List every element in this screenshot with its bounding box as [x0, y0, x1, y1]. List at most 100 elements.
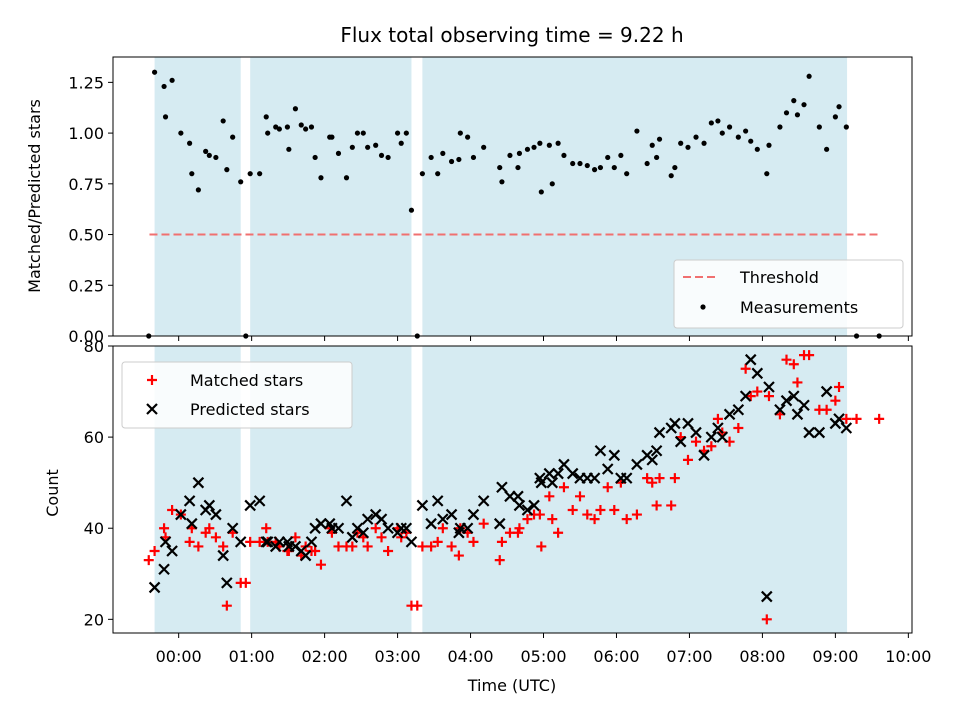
measurement-point — [213, 154, 219, 161]
legend-measurements-swatch — [700, 304, 706, 310]
measurement-point — [408, 207, 415, 213]
matched-star-point — [781, 354, 792, 365]
top-y-tick-label: 0.75 — [68, 175, 104, 194]
matched-star-point — [740, 363, 751, 374]
x-tick-label: 02:00 — [302, 647, 348, 666]
matched-star-point — [184, 536, 195, 547]
matched-star-point — [582, 509, 593, 520]
measurement-point — [715, 118, 721, 124]
measurement-point — [806, 73, 812, 79]
predicted-star-point — [445, 508, 458, 521]
measurement-point — [672, 164, 678, 171]
predicted-star-point — [631, 458, 643, 471]
legend-matched-swatch — [147, 375, 157, 385]
measurement-point — [816, 124, 822, 130]
matched-star-point — [589, 514, 600, 525]
predicted-star-point — [552, 467, 564, 480]
predicted-star-point — [791, 408, 804, 421]
matched-star-point — [733, 423, 744, 433]
measurement-point — [832, 114, 838, 120]
predicted-star-point — [774, 404, 786, 416]
measurement-point — [276, 126, 282, 132]
measurement-point — [719, 130, 725, 136]
matched-star-point — [666, 500, 677, 511]
matched-star-point — [647, 477, 658, 488]
matched-star-point — [788, 359, 799, 370]
top-y-tick-label: 1.00 — [68, 124, 104, 143]
measurement-point — [515, 164, 521, 171]
x-tick-label: 09:00 — [812, 647, 858, 666]
predicted-star-point — [674, 435, 687, 448]
matched-star-point — [547, 514, 558, 525]
predicted-star-point — [620, 472, 633, 484]
measurement-point — [708, 120, 714, 126]
matched-star-point — [651, 500, 662, 511]
predicted-star-point — [148, 581, 161, 594]
predicted-star-point — [739, 390, 752, 402]
predicted-star-point — [698, 449, 710, 462]
measurement-point — [394, 130, 401, 136]
matched-star-point — [261, 523, 272, 534]
matched-star-point — [595, 505, 606, 515]
predicted-star-point — [558, 458, 570, 471]
matched-star-point — [553, 527, 564, 538]
predicted-star-point — [803, 426, 815, 439]
matched-star-point — [821, 404, 832, 415]
bottom-y-tick-label: 20 — [84, 610, 104, 629]
predicted-star-point — [210, 508, 222, 521]
measurement-point — [178, 130, 184, 136]
matched-star-point — [621, 514, 632, 525]
matched-star-point — [453, 550, 464, 561]
measurement-point — [516, 150, 523, 156]
bottom-observing-window — [422, 346, 848, 633]
matched-star-point — [804, 350, 815, 361]
measurement-point — [481, 144, 487, 150]
top-observing-window — [154, 57, 241, 336]
predicted-star-point — [217, 549, 229, 562]
measurement-point — [743, 128, 749, 134]
matched-star-point — [478, 518, 489, 529]
measurement-point — [836, 104, 842, 110]
x-axis-label: Time (UTC) — [467, 676, 556, 695]
measurement-point — [349, 144, 355, 150]
measurement-point — [591, 167, 598, 173]
measurement-point — [247, 171, 253, 177]
measurement-point — [693, 134, 699, 140]
x-tick-label: 01:00 — [229, 647, 275, 666]
measurement-point — [385, 154, 391, 161]
measurement-point — [354, 130, 361, 136]
legend-matched-label: Matched stars — [190, 371, 303, 390]
predicted-star-point — [653, 426, 666, 439]
measurement-point — [801, 102, 807, 108]
measurement-point — [611, 164, 617, 171]
measurement-point — [597, 164, 604, 171]
predicted-star-point — [543, 467, 556, 480]
x-tick-label: 00:00 — [156, 647, 202, 666]
matched-star-point — [468, 536, 479, 547]
predicted-star-point — [723, 408, 736, 421]
matched-star-point — [412, 600, 423, 611]
predicted-star-point — [798, 399, 810, 411]
matched-star-point — [347, 541, 358, 552]
predicted-star-point — [528, 499, 540, 512]
measurement-point — [403, 130, 409, 136]
measurement-point — [726, 124, 733, 130]
predicted-star-point — [405, 536, 418, 548]
predicted-star-point — [416, 499, 429, 512]
matched-star-point — [383, 546, 394, 556]
predicted-star-point — [682, 417, 694, 430]
predicted-star-point — [461, 522, 474, 534]
predicted-star-point — [690, 426, 702, 439]
predicted-star-point — [315, 517, 327, 530]
bottom-y-tick-label: 40 — [84, 519, 104, 538]
measurement-point — [189, 171, 195, 177]
top-y-axis-label: Matched/Predicted stars — [25, 99, 44, 293]
predicted-star-point — [646, 454, 659, 466]
measurement-point — [206, 152, 212, 159]
measurement-point — [187, 140, 193, 146]
measurement-point — [284, 124, 290, 130]
matched-star-point — [149, 546, 160, 556]
top-axes-frame — [112, 56, 913, 337]
matched-star-point — [514, 523, 525, 534]
